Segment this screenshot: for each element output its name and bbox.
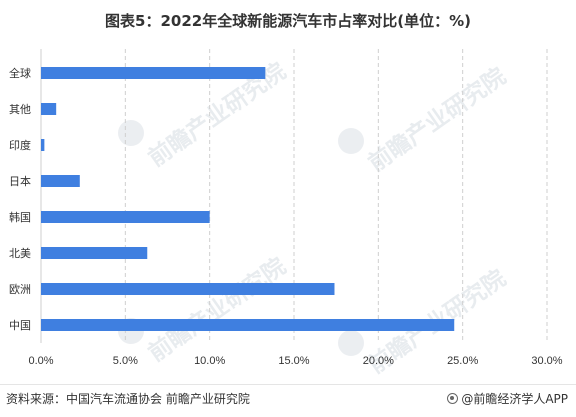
brand-logo-icon <box>447 393 459 404</box>
y-category-label: 全球 <box>9 66 31 80</box>
brand-credit: @前瞻经济学人APP <box>447 390 568 407</box>
x-tick-label: 30.0% <box>531 355 562 367</box>
y-category-label: 其他 <box>9 103 31 116</box>
chart-title: 图表5：2022年全球新能源汽车市占率对比(单位：%) <box>105 12 471 30</box>
x-tick-label: 10.0% <box>194 355 225 367</box>
x-tick-label: 20.0% <box>363 355 394 367</box>
y-category-label: 印度 <box>9 138 31 152</box>
x-tick-label: 5.0% <box>113 355 138 367</box>
bar <box>41 319 455 331</box>
bar <box>41 139 45 151</box>
watermark-logo-icon <box>118 120 144 146</box>
y-category-label: 韩国 <box>9 210 31 224</box>
y-category-label: 北美 <box>9 247 31 260</box>
watermark-logo-icon <box>338 128 364 154</box>
bar <box>41 283 335 295</box>
brand-credit-text: @前瞻经济学人APP <box>461 392 568 406</box>
footer-divider <box>0 384 576 385</box>
bar-chart: 0.0% 5.0% 10.0% 15.0% 20.0% 25.0% 30.0% 全球其他印度日… <box>9 49 563 367</box>
source-note: 资料来源：中国汽车流通协会 前瞻产业研究院 <box>6 392 250 406</box>
x-tick-label: 0.0% <box>28 355 53 367</box>
x-tick-label: 15.0% <box>278 355 309 367</box>
y-category-label: 中国 <box>9 319 31 332</box>
bar <box>41 175 80 187</box>
bar <box>41 247 148 259</box>
bar <box>41 67 266 79</box>
x-tick-label: 25.0% <box>447 355 478 367</box>
bar <box>41 211 210 223</box>
y-category-label: 欧洲 <box>9 283 31 296</box>
bar <box>41 103 57 115</box>
y-category-label: 日本 <box>9 174 31 188</box>
watermark-logo-icon <box>338 330 364 356</box>
